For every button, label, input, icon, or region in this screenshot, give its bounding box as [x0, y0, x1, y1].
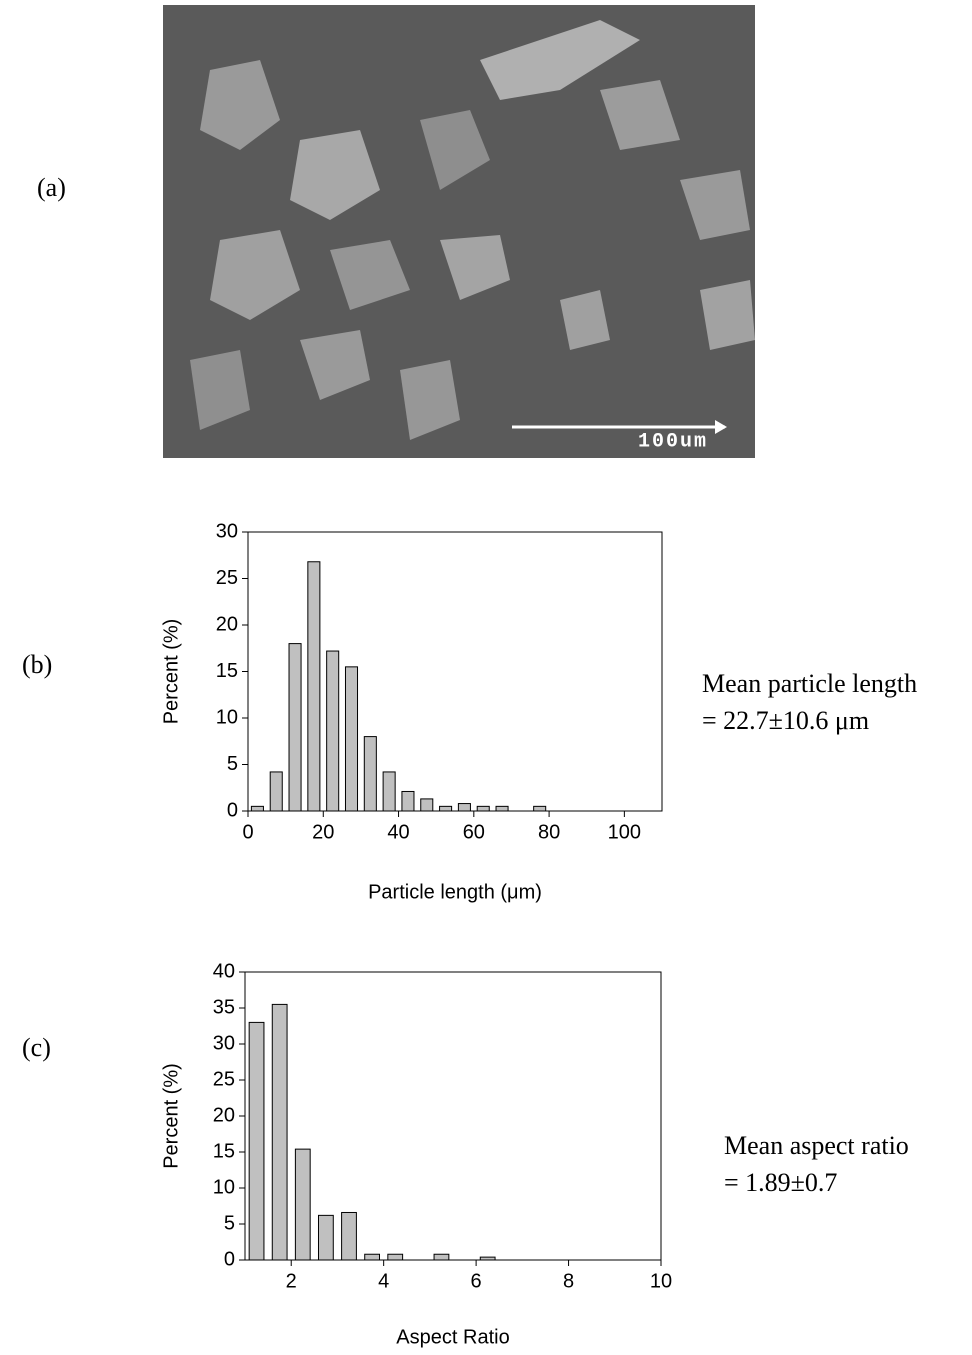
y-tick-label: 20	[216, 613, 238, 635]
bar	[344, 666, 359, 812]
bar	[326, 650, 340, 812]
y-axis-title: Percent (%)	[160, 619, 182, 725]
panel-label: (a)	[37, 173, 66, 202]
bar	[495, 805, 509, 812]
bar	[288, 643, 302, 812]
y-tick-label: 30	[216, 520, 238, 542]
y-tick-label: 25	[213, 1068, 235, 1090]
annotation: = 22.7±10.6 μm	[702, 706, 869, 735]
y-tick-label: 0	[224, 1248, 235, 1270]
bar	[317, 1214, 334, 1261]
annotation: Mean particle length	[702, 669, 917, 698]
y-axis-title: Percent (%)	[160, 1063, 182, 1169]
bar	[341, 1211, 357, 1261]
x-tick-label: 0	[242, 821, 253, 843]
bar	[533, 805, 547, 812]
bar	[433, 1253, 450, 1261]
x-tick-label: 2	[286, 1270, 297, 1292]
y-tick-label: 15	[216, 660, 238, 682]
bar	[457, 803, 471, 812]
bar	[250, 805, 264, 812]
x-axis-title: Aspect Ratio	[396, 1326, 509, 1348]
bar	[248, 1021, 265, 1261]
y-tick-label: 10	[216, 706, 238, 728]
x-tick-label: 6	[471, 1270, 482, 1292]
x-axis-title: Particle length (μm)	[368, 881, 542, 903]
y-tick-label: 20	[213, 1104, 235, 1126]
y-tick-label: 35	[213, 996, 235, 1018]
sem-image: 100um	[163, 5, 755, 458]
bar	[307, 561, 321, 812]
bar	[401, 790, 415, 812]
x-tick-label: 40	[387, 821, 409, 843]
y-tick-label: 5	[227, 753, 238, 775]
bar	[420, 798, 434, 812]
y-tick-label: 10	[213, 1176, 235, 1198]
x-tick-label: 10	[650, 1270, 672, 1292]
y-tick-label: 15	[213, 1140, 235, 1162]
bar	[269, 771, 283, 812]
y-tick-label: 0	[227, 799, 238, 821]
x-tick-label: 60	[463, 821, 485, 843]
y-tick-label: 30	[213, 1032, 235, 1054]
y-tick-label: 5	[224, 1212, 235, 1234]
panel-label: (c)	[22, 1033, 51, 1062]
annotation: = 1.89±0.7	[724, 1168, 837, 1197]
bar	[271, 1003, 288, 1261]
bar	[364, 1253, 381, 1261]
bar	[382, 771, 396, 812]
bar	[387, 1253, 404, 1261]
bar	[294, 1148, 311, 1261]
y-tick-label: 40	[213, 960, 235, 982]
x-tick-label: 20	[312, 821, 334, 843]
y-tick-label: 25	[216, 567, 238, 589]
x-tick-label: 4	[378, 1270, 389, 1292]
bar	[479, 1256, 496, 1261]
x-tick-label: 8	[563, 1270, 574, 1292]
x-tick-label: 100	[608, 821, 641, 843]
x-tick-label: 80	[538, 821, 560, 843]
annotation: Mean aspect ratio	[724, 1131, 909, 1160]
bar	[476, 805, 490, 812]
scale-bar-label: 100um	[638, 430, 708, 453]
bar	[363, 736, 377, 812]
bar	[439, 805, 453, 812]
panel-label: (b)	[22, 650, 52, 679]
